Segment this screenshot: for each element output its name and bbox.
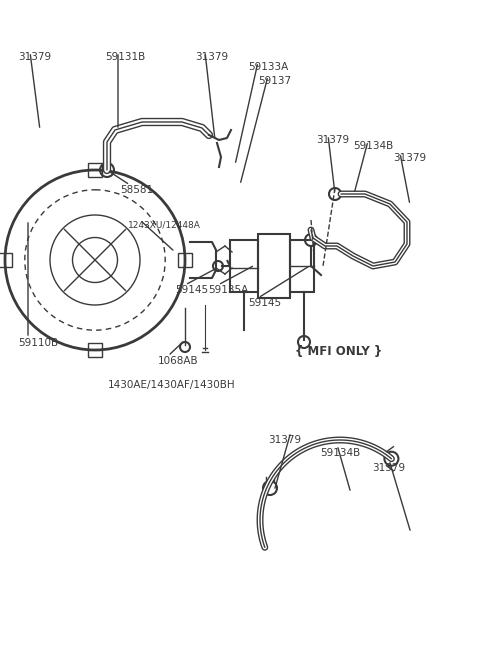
Text: 58581: 58581	[120, 185, 153, 195]
Bar	[290, 240, 314, 292]
Text: 31379: 31379	[195, 52, 228, 62]
Text: 59131B: 59131B	[105, 52, 145, 62]
Text: 59145: 59145	[175, 285, 208, 295]
Text: 59134B: 59134B	[353, 141, 393, 151]
Bar	[258, 234, 290, 298]
Text: 59137: 59137	[258, 76, 291, 86]
Text: 59135A: 59135A	[208, 285, 248, 295]
Text: 1243XU/12448A: 1243XU/12448A	[128, 220, 201, 229]
Text: 59133A: 59133A	[248, 62, 288, 72]
Text: 31379: 31379	[268, 435, 301, 445]
Bar	[88, 163, 102, 177]
Text: { MFI ONLY }: { MFI ONLY }	[295, 345, 382, 358]
Text: 59110B: 59110B	[18, 338, 58, 348]
Text: 31379: 31379	[393, 153, 426, 163]
Bar	[230, 240, 258, 292]
Text: 31379: 31379	[372, 463, 405, 473]
Text: 31379: 31379	[316, 135, 349, 145]
Text: 1430AE/1430AF/1430BH: 1430AE/1430AF/1430BH	[108, 380, 236, 390]
Text: 59145: 59145	[248, 298, 281, 308]
Text: 59134B: 59134B	[320, 448, 360, 458]
Bar	[178, 253, 192, 267]
Bar	[88, 343, 102, 357]
Bar	[0, 253, 12, 267]
Text: 1068AB: 1068AB	[158, 356, 199, 366]
Text: 31379: 31379	[18, 52, 51, 62]
